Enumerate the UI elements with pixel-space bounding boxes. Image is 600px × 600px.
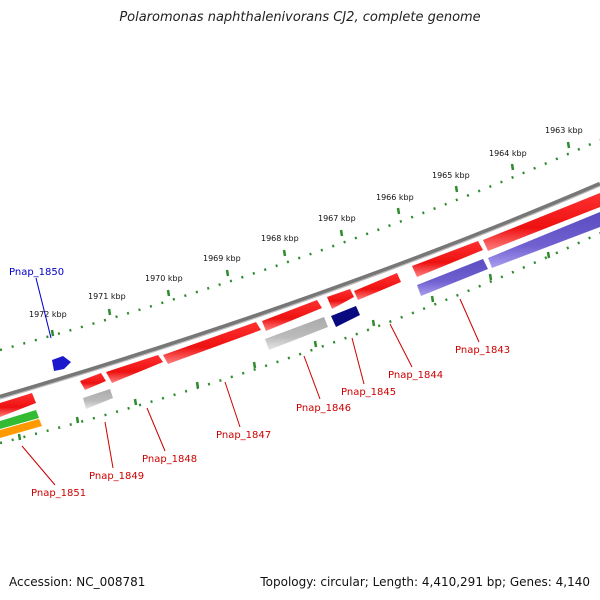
accession-text: Accession: NC_008781	[9, 575, 146, 589]
kbp-label-1971: 1971 kbp	[88, 292, 126, 301]
gene-forward-right[interactable]	[483, 193, 600, 251]
reverse-strand-genes	[0, 212, 600, 438]
gene-label-pnap-1849[interactable]: Pnap_1849	[89, 471, 144, 482]
gene-purple-b[interactable]	[488, 212, 600, 268]
kbp-label-1965: 1965 kbp	[432, 171, 470, 180]
gene-pnap-1844[interactable]	[354, 273, 401, 300]
kbp-label-1969: 1969 kbp	[203, 254, 241, 263]
gene-label-leaders	[21, 277, 480, 486]
gene-label-pnap-1843[interactable]: Pnap_1843	[455, 345, 510, 356]
kbp-label-1968: 1968 kbp	[261, 234, 299, 243]
gene-pnap-1850[interactable]	[52, 356, 71, 371]
gene-navy[interactable]	[331, 306, 360, 327]
gene-orange[interactable]	[0, 419, 42, 438]
kbp-label-1972: 1972 kbp	[29, 310, 67, 319]
gene-pnap-1849[interactable]	[80, 373, 106, 390]
ruler-outer-major-ticks	[50, 141, 571, 337]
kbp-label-1964: 1964 kbp	[489, 149, 527, 158]
gene-pnap-1848[interactable]	[106, 355, 163, 383]
gene-label-pnap-1851[interactable]: Pnap_1851	[31, 488, 86, 499]
gene-label-pnap-1847[interactable]: Pnap_1847	[216, 430, 271, 441]
kbp-label-1963: 1963 kbp	[545, 126, 583, 135]
ruler-inner-major-ticks	[17, 251, 551, 441]
gene-pnap-1845[interactable]	[327, 289, 354, 309]
gene-label-pnap-1846[interactable]: Pnap_1846	[296, 403, 351, 414]
gene-grey-a[interactable]	[83, 389, 113, 409]
forward-strand-genes	[0, 193, 600, 417]
kbp-label-1967: 1967 kbp	[318, 214, 356, 223]
ruler-outer-track	[0, 138, 600, 352]
genome-summary-text: Topology: circular; Length: 4,410,291 bp…	[260, 575, 590, 589]
map-title: Polaromonas naphthalenivorans CJ2, compl…	[119, 10, 481, 25]
gene-grey-b[interactable]	[265, 317, 328, 350]
gene-label-pnap-1845[interactable]: Pnap_1845	[341, 387, 396, 398]
gene-pnap-1843[interactable]	[412, 241, 483, 277]
gene-forward-left[interactable]	[0, 393, 36, 417]
gene-purple-a[interactable]	[417, 259, 488, 296]
kbp-label-1966: 1966 kbp	[376, 193, 414, 202]
gene-pnap-1847[interactable]	[163, 322, 261, 364]
gene-label-pnap-1844[interactable]: Pnap_1844	[388, 370, 443, 381]
genome-backbone	[0, 181, 600, 400]
gene-pnap-1846[interactable]	[262, 300, 322, 331]
kbp-label-1970: 1970 kbp	[145, 274, 183, 283]
gene-label-pnap-1850[interactable]: Pnap_1850	[9, 267, 64, 278]
gene-label-pnap-1848[interactable]: Pnap_1848	[142, 454, 197, 465]
gene-green[interactable]	[0, 410, 39, 429]
